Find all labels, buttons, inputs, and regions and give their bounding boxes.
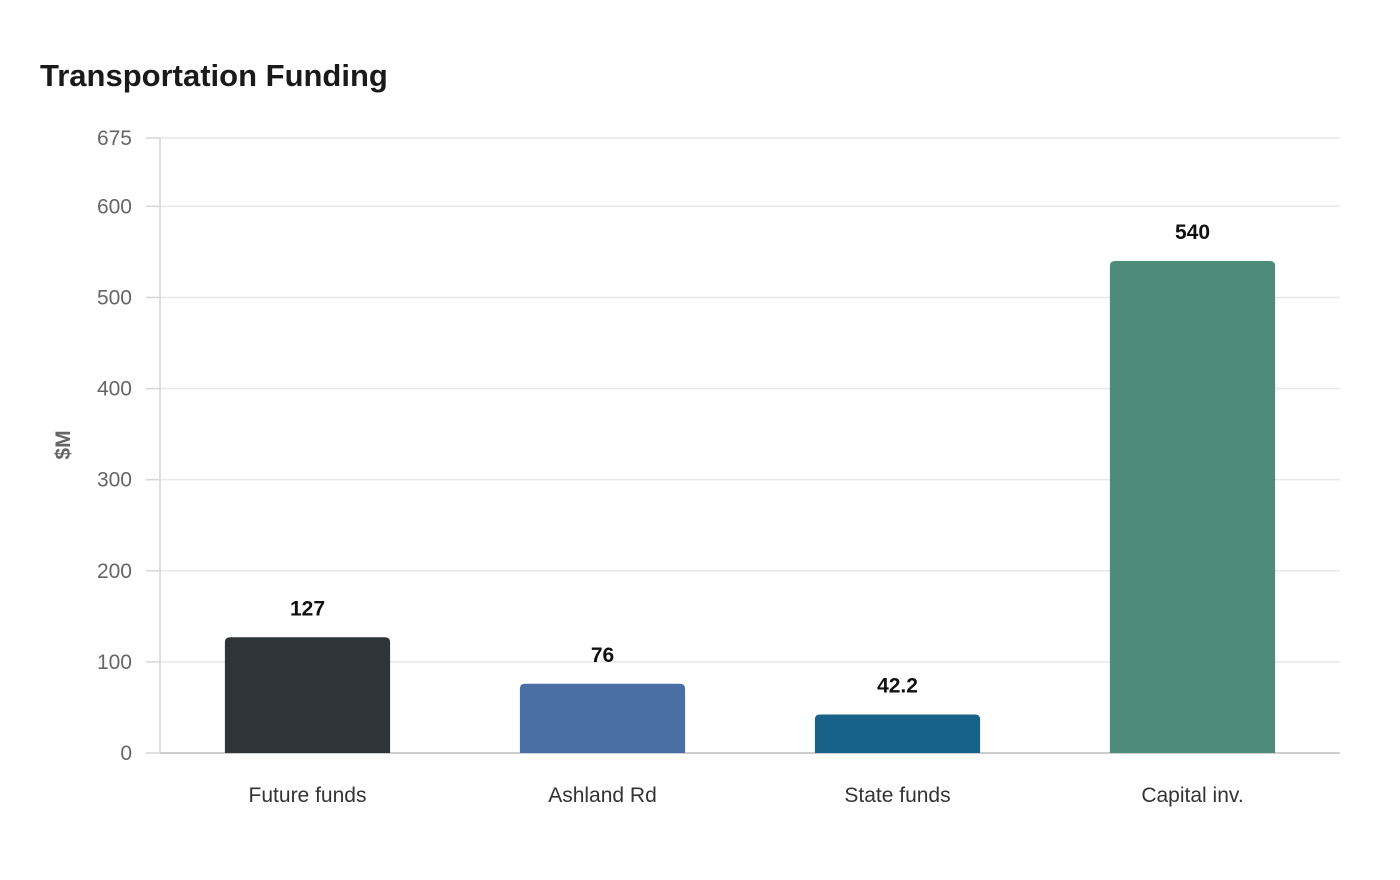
- data-label: 127: [290, 597, 325, 620]
- y-axis-title: $M: [52, 430, 75, 459]
- x-tick-label: Capital inv.: [1141, 784, 1243, 807]
- x-tick-label: State funds: [844, 784, 950, 807]
- y-tick-label: 200: [97, 560, 132, 583]
- y-tick-label: 400: [97, 378, 132, 401]
- data-label: 42.2: [877, 675, 918, 698]
- bar-future-funds: [224, 637, 391, 753]
- y-tick-label: 500: [97, 286, 132, 309]
- y-tick-label: 100: [97, 651, 132, 674]
- bar-state-funds: [814, 714, 981, 753]
- y-tick-label: 600: [97, 195, 132, 218]
- y-tick-label: 0: [120, 742, 132, 765]
- data-label: 540: [1175, 221, 1210, 244]
- bar-capital-inv: [1109, 261, 1276, 753]
- bar-ashland-rd: [519, 683, 686, 753]
- chart-title: Transportation Funding: [40, 58, 388, 93]
- x-tick-label: Ashland Rd: [548, 784, 657, 807]
- x-tick-label: Future funds: [249, 784, 367, 807]
- labels: 0 100 200 300 400 500 600 675 $M 127 Future funds 7…: [52, 127, 1244, 807]
- y-tick-label: 675: [97, 127, 132, 150]
- bars: [224, 261, 1276, 753]
- y-tick-label: 300: [97, 469, 132, 492]
- data-label: 76: [591, 644, 614, 667]
